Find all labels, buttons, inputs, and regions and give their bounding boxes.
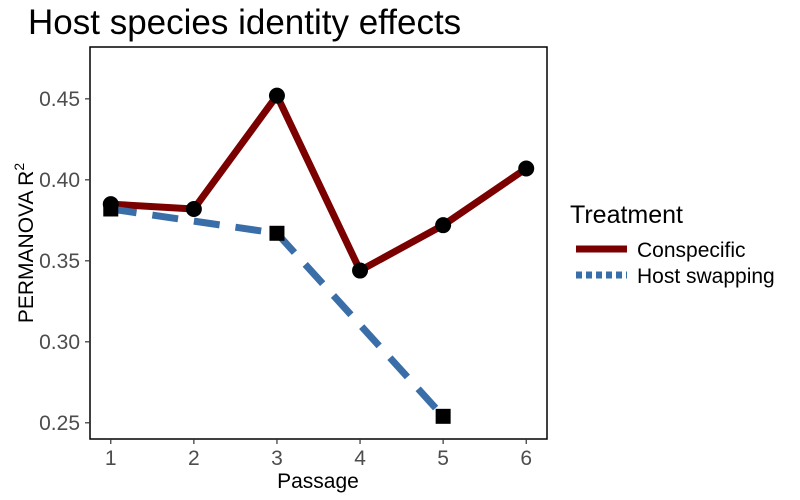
x-tick-label: 1 [105, 447, 117, 470]
point-conspecific [185, 200, 202, 217]
x-axis-title: Passage [277, 470, 359, 493]
y-tick-label: 0.30 [39, 331, 80, 354]
point-host-swapping [269, 225, 285, 241]
plot-panel [89, 46, 548, 440]
point-conspecific [435, 217, 452, 234]
legend-title: Treatment [570, 201, 683, 229]
y-tick-label: 0.35 [39, 250, 80, 273]
series-lines [110, 92, 529, 419]
y-tick-label: 0.45 [39, 88, 80, 111]
y-tick-label: 0.40 [39, 169, 80, 192]
x-axis: 1 2 3 4 5 6 [105, 439, 532, 470]
legend: Treatment Conspecific Host swapping [570, 201, 775, 288]
y-axis-title-text: PERMANOVA R [15, 171, 38, 323]
legend-label-host-swapping: Host swapping [637, 265, 775, 288]
y-axis-title-superscript: 2 [11, 163, 27, 171]
x-tick-label: 6 [520, 447, 532, 470]
x-tick-label: 4 [354, 447, 366, 470]
legend-label-conspecific: Conspecific [637, 239, 746, 262]
y-axis: 0.25 0.30 0.35 0.40 0.45 [39, 88, 90, 435]
point-conspecific [268, 87, 285, 104]
point-conspecific [352, 262, 369, 279]
y-tick-label: 0.25 [39, 412, 80, 435]
chart-title: Host species identity effects [28, 3, 461, 42]
x-tick-label: 2 [188, 447, 200, 470]
point-host-swapping [103, 201, 119, 217]
point-host-swapping [435, 408, 451, 424]
point-conspecific [518, 160, 535, 177]
x-tick-label: 3 [271, 447, 283, 470]
series-markers [102, 87, 535, 424]
y-axis-title: PERMANOVA R2 [11, 163, 38, 323]
series-line-conspecific [110, 92, 529, 275]
series-line-host-swapping [110, 205, 446, 419]
x-tick-label: 5 [437, 447, 449, 470]
